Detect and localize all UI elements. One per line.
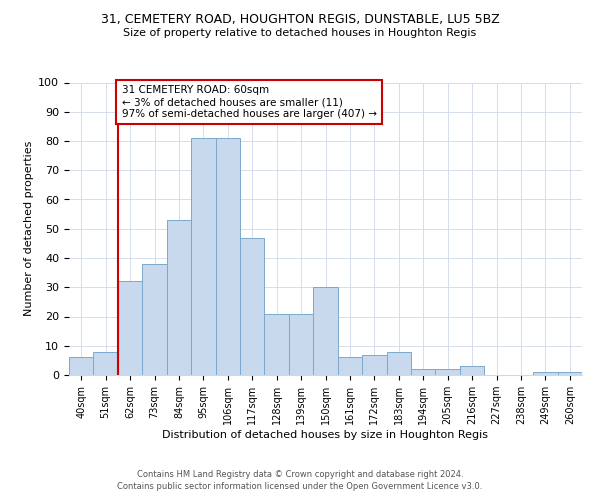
Bar (142, 264, 167, 375)
Text: Contains HM Land Registry data © Crown copyright and database right 2024.: Contains HM Land Registry data © Crown c… (137, 470, 463, 479)
Bar (557, 372, 582, 375)
Bar (191, 138, 215, 375)
Bar (215, 138, 240, 375)
Bar (167, 220, 191, 375)
Bar (411, 369, 436, 375)
Bar (69, 358, 94, 375)
Bar (94, 352, 118, 375)
Bar (338, 358, 362, 375)
Text: 31, CEMETERY ROAD, HOUGHTON REGIS, DUNSTABLE, LU5 5BZ: 31, CEMETERY ROAD, HOUGHTON REGIS, DUNST… (101, 12, 499, 26)
Bar (265, 314, 289, 375)
Y-axis label: Number of detached properties: Number of detached properties (24, 141, 34, 316)
Text: Contains public sector information licensed under the Open Government Licence v3: Contains public sector information licen… (118, 482, 482, 491)
Bar (240, 238, 265, 375)
Bar (436, 369, 460, 375)
Text: Size of property relative to detached houses in Houghton Regis: Size of property relative to detached ho… (124, 28, 476, 38)
X-axis label: Distribution of detached houses by size in Houghton Regis: Distribution of detached houses by size … (163, 430, 488, 440)
Bar (533, 372, 557, 375)
Bar (460, 366, 484, 375)
Bar (313, 287, 338, 375)
Bar (386, 352, 411, 375)
Bar (362, 354, 386, 375)
Bar (118, 282, 142, 375)
Bar (289, 314, 313, 375)
Text: 31 CEMETERY ROAD: 60sqm
← 3% of detached houses are smaller (11)
97% of semi-det: 31 CEMETERY ROAD: 60sqm ← 3% of detached… (122, 86, 377, 118)
